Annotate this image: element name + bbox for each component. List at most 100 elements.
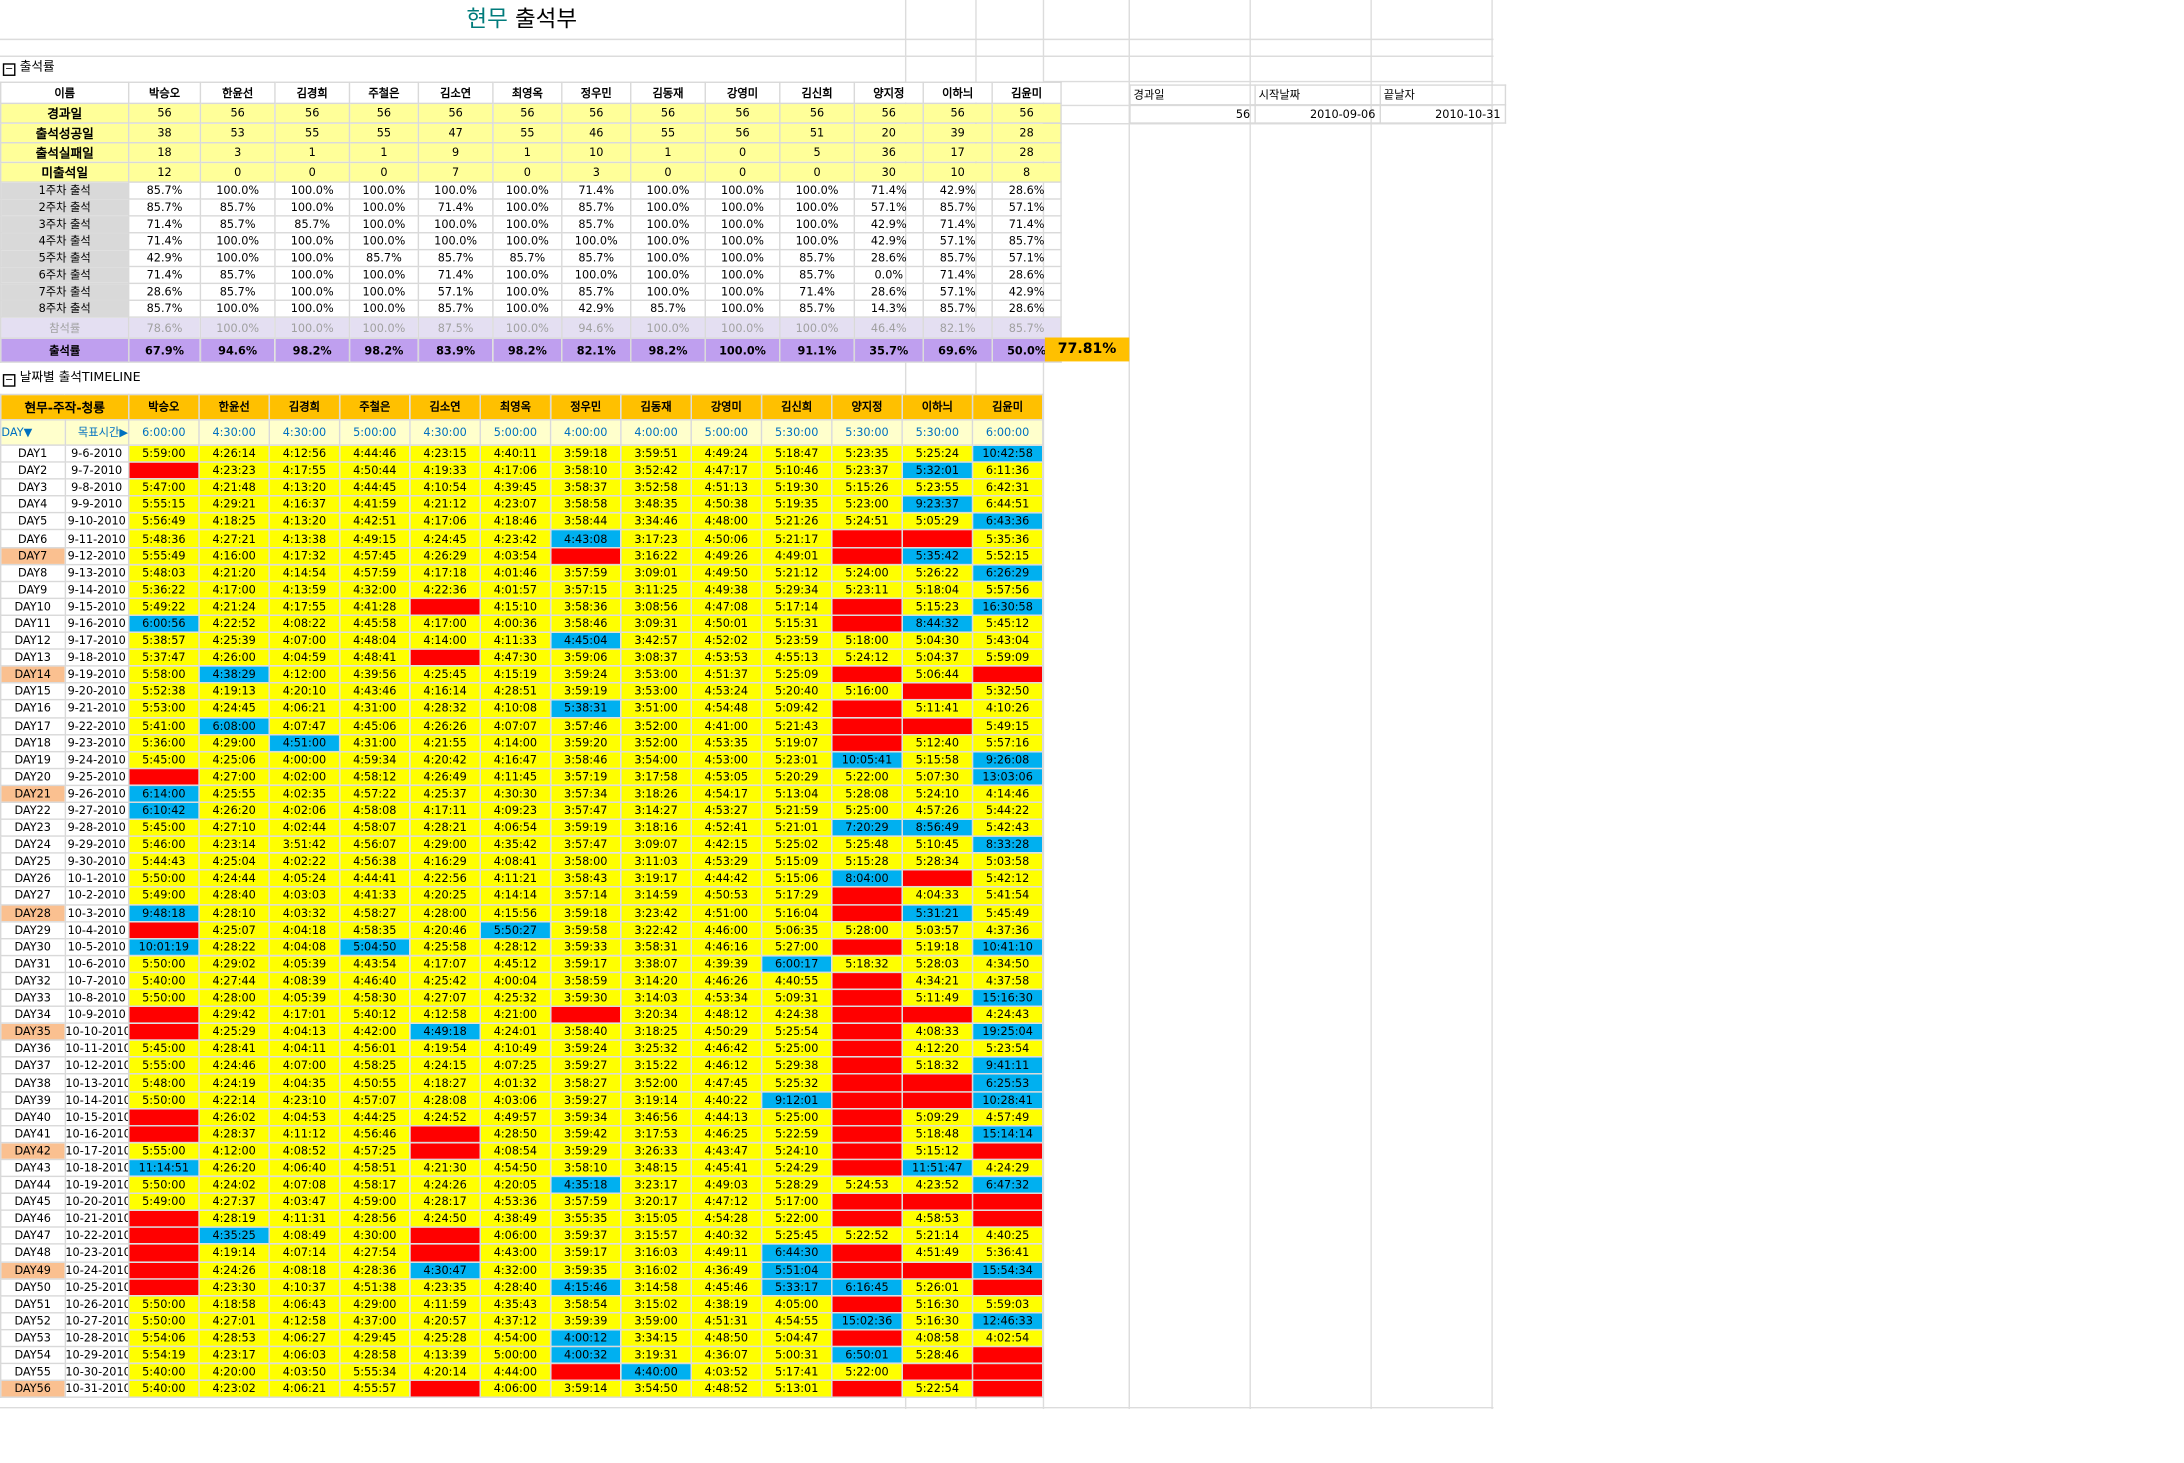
attendance-time-cell[interactable]: 10:28:41 [971, 1090, 1044, 1110]
attendance-time-cell[interactable]: 4:58:07 [338, 818, 411, 837]
attendance-time-cell[interactable]: 4:45:12 [479, 954, 552, 974]
attendance-time-cell[interactable]: 4:24:15 [409, 1056, 481, 1076]
attendance-time-cell[interactable] [901, 1005, 974, 1025]
attendance-time-cell[interactable]: 4:43:54 [338, 954, 411, 974]
attendance-time-cell[interactable]: 5:24:00 [831, 563, 903, 582]
member-name[interactable]: 김경희 [274, 81, 351, 105]
attendance-time-cell[interactable]: 5:36:00 [127, 733, 200, 752]
summary-value[interactable]: 56 [779, 102, 856, 124]
attendance-time-cell[interactable]: 5:25:45 [760, 1226, 833, 1246]
date-cell[interactable]: 9-12-2010 [63, 546, 130, 565]
attendance-time-cell[interactable]: 3:59:27 [549, 1090, 622, 1110]
summary-label[interactable]: 경과일 [0, 102, 130, 124]
summary-value[interactable]: 28 [991, 142, 1062, 164]
attendance-time-cell[interactable]: 3:57:34 [549, 784, 622, 803]
summary-value[interactable]: 20 [853, 122, 924, 144]
attendance-time-cell[interactable]: 4:54:17 [690, 784, 763, 803]
attendance-time-cell[interactable]: 3:16:22 [620, 546, 692, 565]
attendance-time-cell[interactable]: 3:52:00 [620, 733, 692, 752]
attendance-time-cell[interactable]: 6:25:53 [971, 1073, 1044, 1093]
attendance-time-cell[interactable]: 4:24:01 [479, 1022, 552, 1042]
weekly-rate[interactable]: 71.4% [922, 215, 993, 234]
attendance-time-cell[interactable]: 4:27:21 [198, 529, 271, 548]
attendance-time-cell[interactable]: 4:20:00 [198, 1362, 271, 1382]
attendance-time-cell[interactable]: 4:26:20 [198, 1158, 271, 1178]
weekly-rate[interactable]: 100.0% [199, 299, 276, 318]
summary-value[interactable]: 56 [704, 122, 781, 144]
attendance-time-cell[interactable]: 4:35:18 [549, 1175, 622, 1195]
attendance-time-cell[interactable]: 4:10:37 [268, 1277, 341, 1297]
weekly-rate[interactable]: 100.0% [630, 248, 706, 268]
attendance-time-cell[interactable]: 4:53:00 [690, 750, 763, 769]
attendance-time-cell[interactable]: 5:35:36 [971, 529, 1044, 548]
target-time[interactable]: 5:00:00 [690, 419, 763, 446]
summary-value[interactable]: 55 [630, 122, 706, 144]
date-cell[interactable]: 9-26-2010 [63, 784, 130, 803]
attendance-time-cell[interactable]: 4:50:38 [690, 495, 763, 514]
attendance-time-cell[interactable]: 4:27:37 [198, 1192, 271, 1212]
attendance-time-cell[interactable]: 5:11:49 [901, 988, 974, 1008]
weekly-rate[interactable]: 100.0% [274, 181, 351, 200]
attendance-time-cell[interactable]: 5:50:00 [127, 1294, 200, 1314]
attendance-time-cell[interactable]: 4:51:00 [690, 903, 763, 923]
member-name[interactable]: 강영미 [704, 81, 781, 105]
attendance-time-cell[interactable]: 5:15:23 [901, 597, 974, 616]
attendance-time-cell[interactable]: 4:46:25 [690, 1124, 763, 1144]
attendance-rate[interactable]: 98.2% [348, 337, 420, 363]
attendance-time-cell[interactable]: 9:48:18 [127, 903, 200, 923]
attendance-time-cell[interactable]: 4:23:23 [198, 461, 271, 480]
weekly-label[interactable]: 3주차 출석 [0, 215, 130, 234]
weekly-rate[interactable]: 85.7% [492, 248, 563, 268]
attendance-time-cell[interactable]: 4:18:25 [198, 512, 271, 531]
attendance-time-cell[interactable]: 4:47:12 [690, 1192, 763, 1212]
attendance-time-cell[interactable]: 3:51:00 [620, 699, 692, 718]
day-label[interactable]: DAY35 [0, 1022, 66, 1042]
attendance-time-cell[interactable]: 5:04:30 [901, 631, 974, 650]
attendance-time-cell[interactable]: 4:22:14 [198, 1090, 271, 1110]
attendance-time-cell[interactable]: 4:26:02 [198, 1107, 271, 1127]
weekly-rate[interactable]: 28.6% [127, 282, 202, 301]
attendance-time-cell[interactable]: 4:50:53 [690, 886, 763, 906]
attendance-time-cell[interactable]: 4:41:00 [690, 716, 763, 735]
attendance-time-cell[interactable]: 4:27:01 [198, 1311, 271, 1331]
attendance-time-cell[interactable] [831, 733, 903, 752]
weekly-rate[interactable]: 42.9% [853, 232, 924, 251]
attendance-time-cell[interactable]: 4:06:03 [268, 1345, 341, 1365]
attendance-time-cell[interactable] [831, 1260, 903, 1280]
attendance-time-cell[interactable]: 5:42:43 [971, 818, 1044, 837]
attendance-time-cell[interactable] [831, 1379, 903, 1399]
attendance-time-cell[interactable]: 5:05:29 [901, 512, 974, 531]
attendance-time-cell[interactable]: 4:08:49 [268, 1226, 341, 1246]
weekly-rate[interactable]: 100.0% [274, 265, 351, 285]
day-label[interactable]: DAY37 [0, 1056, 66, 1076]
participation-rate[interactable]: 100.0% [199, 316, 276, 339]
attendance-time-cell[interactable]: 4:32:00 [479, 1260, 552, 1280]
attendance-time-cell[interactable]: 4:40:11 [479, 444, 552, 463]
attendance-time-cell[interactable]: 5:38:57 [127, 631, 200, 650]
member-name[interactable]: 한윤선 [198, 393, 271, 421]
attendance-time-cell[interactable]: 4:24:45 [198, 699, 271, 718]
attendance-time-cell[interactable]: 3:57:47 [549, 801, 622, 820]
attendance-time-cell[interactable]: 4:57:59 [338, 563, 411, 582]
attendance-time-cell[interactable]: 4:45:58 [338, 614, 411, 633]
attendance-time-cell[interactable]: 4:02:06 [268, 801, 341, 820]
attendance-time-cell[interactable]: 4:53:34 [690, 988, 763, 1008]
attendance-time-cell[interactable]: 4:01:57 [479, 580, 552, 599]
attendance-time-cell[interactable]: 4:08:54 [479, 1141, 552, 1161]
participation-rate[interactable]: 87.5% [417, 316, 494, 339]
attendance-time-cell[interactable]: 4:00:04 [479, 971, 552, 991]
attendance-time-cell[interactable]: 4:28:32 [409, 699, 481, 718]
participation-rate[interactable]: 100.0% [779, 316, 856, 339]
weekly-rate[interactable]: 100.0% [630, 198, 706, 217]
attendance-time-cell[interactable] [127, 1107, 200, 1127]
date-cell[interactable]: 9-23-2010 [63, 733, 130, 752]
member-name[interactable]: 정우민 [561, 81, 632, 105]
date-cell[interactable]: 10-2-2010 [63, 886, 130, 906]
attendance-time-cell[interactable]: 4:25:29 [198, 1022, 271, 1042]
attendance-time-cell[interactable]: 5:50:00 [127, 954, 200, 974]
summary-value[interactable]: 28 [991, 122, 1062, 144]
attendance-time-cell[interactable]: 4:59:34 [338, 750, 411, 769]
attendance-time-cell[interactable]: 4:07:00 [268, 631, 341, 650]
attendance-time-cell[interactable]: 4:04:53 [268, 1107, 341, 1127]
attendance-time-cell[interactable]: 5:29:34 [760, 580, 833, 599]
